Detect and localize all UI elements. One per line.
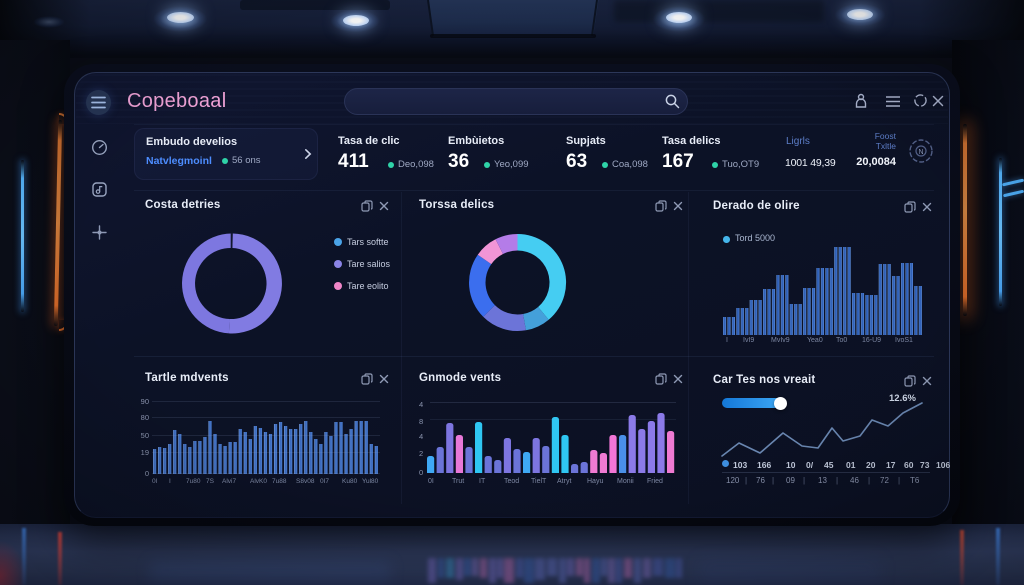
svg-text:N: N bbox=[918, 149, 923, 156]
